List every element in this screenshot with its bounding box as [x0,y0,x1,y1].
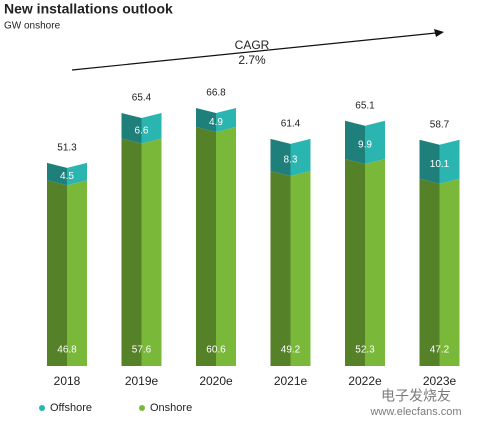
value-label: 60.6 [206,345,226,356]
bar-face-left [47,162,67,186]
x-tick-label: 2019e [125,374,159,388]
bar-face-right [290,170,311,366]
bar-face-left [270,170,291,366]
bar-face-right [141,113,162,144]
legend-marker [139,405,145,411]
value-label: 52.3 [355,345,375,356]
cagr-value: 2.7% [238,53,266,67]
bar-face-right [439,139,460,184]
bar-face-left [121,113,142,144]
bar-face-left [419,139,440,184]
bar-face-left [47,180,67,366]
total-label: 51.3 [57,143,77,154]
bar-face-right [141,138,162,366]
total-label: 66.8 [206,88,226,99]
bar-segment [121,138,162,366]
total-label: 61.4 [281,119,301,130]
bar-face-right [365,159,385,366]
bar-segment [47,162,87,186]
cagr-arrow [71,32,437,71]
x-tick-label: 2018 [54,374,81,388]
cagr-arrowhead [434,29,444,37]
x-tick-label: 2020e [199,374,233,388]
bar-face-left [196,126,216,366]
bar-segment [345,159,385,366]
bar-segment [270,170,311,366]
watermark: 电子发烧友 [381,388,451,404]
total-label: 58.7 [430,119,450,130]
x-tick-label: 2021e [274,374,308,388]
bar-face-left [121,138,142,366]
value-label: 46.8 [57,345,77,356]
value-label: 47.2 [430,345,450,356]
chart-title: New installations outlook [4,1,173,17]
bar-face-right [290,138,311,176]
bar-segment [419,139,460,184]
cagr-label: CAGR [235,38,270,52]
value-label: 10.1 [430,159,450,170]
watermark-url: www.elecfans.com [369,406,461,418]
bar-face-left [196,108,216,132]
x-tick-label: 2023e [423,374,457,388]
legend-label: Offshore [50,402,92,414]
legend-label: Onshore [150,402,192,414]
value-label: 9.9 [358,140,372,151]
x-tick-label: 2022e [348,374,382,388]
bar-face-left [419,178,440,366]
total-label: 65.1 [355,100,375,111]
bar-segment [196,126,236,366]
value-label: 8.3 [284,155,298,166]
bar-segment [345,120,385,165]
bar-segment [419,178,460,366]
bar-segment [196,108,236,132]
value-label: 4.5 [60,171,74,182]
bar-face-right [365,120,385,165]
bar-face-left [345,120,365,165]
bar-face-right [439,178,460,366]
bar-segment [121,113,162,144]
bar-face-right [216,108,236,132]
bar-face-right [67,162,87,186]
bar-face-left [345,159,365,366]
value-label: 57.6 [132,345,152,356]
value-label: 4.9 [209,117,223,128]
total-label: 65.4 [132,93,152,104]
value-label: 49.2 [281,345,301,356]
legend-marker [39,405,45,411]
bar-segment [270,138,311,176]
bar-face-right [216,126,236,366]
bar-face-left [270,138,291,176]
chart-subtitle: GW onshore [4,21,61,32]
value-label: 6.6 [135,125,149,136]
bar-segment [47,180,87,366]
bar-face-right [67,180,87,366]
